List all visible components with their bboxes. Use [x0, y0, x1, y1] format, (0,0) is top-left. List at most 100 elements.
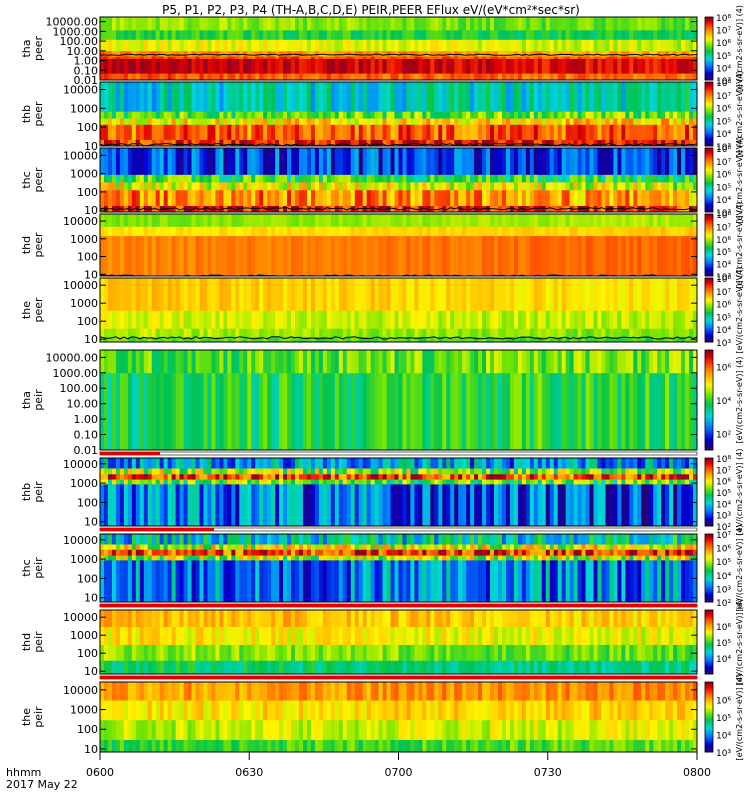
colorbar-tick-label: 10⁸	[716, 145, 731, 155]
spectrogram-cell	[291, 29, 296, 40]
spectrogram-cell	[677, 124, 682, 140]
spectrogram-cell	[442, 372, 447, 451]
spectrogram-cell	[247, 484, 252, 527]
spectrogram-cell	[151, 29, 157, 40]
spectrogram-cell	[625, 124, 630, 140]
spectrogram-cell	[581, 189, 586, 206]
spectrogram-cell	[111, 50, 117, 57]
spectrogram-cell	[529, 118, 535, 125]
spectrogram-cell	[131, 278, 137, 311]
spectrogram-cell	[322, 484, 328, 527]
spectrogram-cell	[259, 82, 264, 112]
spectrogram-cell	[107, 118, 113, 125]
spectrogram-cell	[505, 50, 511, 57]
spectrogram-cell	[271, 372, 276, 451]
spectrogram-cell	[326, 214, 332, 227]
spectrogram-cell	[410, 350, 415, 374]
colorbar-cell	[705, 271, 713, 274]
spectrogram-cell	[275, 468, 280, 475]
spectrogram-cell	[517, 336, 523, 343]
spectrogram-cell	[537, 458, 543, 469]
spectrogram-cell	[135, 226, 141, 237]
spectrogram-cell	[629, 124, 634, 140]
spectrogram-cell	[490, 56, 495, 59]
spectrogram-cell	[398, 372, 403, 451]
spectrogram-cell	[378, 205, 383, 213]
spectrogram-cell	[263, 181, 268, 191]
colorbar-cell	[705, 93, 713, 96]
spectrogram-cell	[322, 82, 328, 112]
spectrogram-cell	[673, 111, 678, 119]
spectrogram-cell	[458, 17, 463, 31]
spectrogram-cell	[422, 82, 427, 112]
spectrogram-cell	[601, 56, 606, 59]
spectrogram-cell	[430, 39, 435, 52]
spectrogram-cell	[545, 29, 551, 40]
spectrogram-cell	[561, 189, 567, 206]
spectrogram-cell	[529, 124, 535, 140]
spectrogram-cell	[239, 484, 244, 527]
spectrogram-cell	[275, 29, 280, 40]
spectrogram-cell	[100, 235, 105, 277]
spectrogram-cell	[466, 473, 471, 480]
spectrogram-cell	[187, 473, 192, 480]
colorbar-cell	[705, 154, 713, 157]
spectrogram-cell	[370, 328, 376, 337]
spectrogram-cell	[661, 124, 666, 140]
spectrogram-cell	[645, 278, 650, 311]
spectrogram-cell	[175, 50, 180, 57]
spectrogram-cell	[645, 139, 650, 147]
spectrogram-cell	[665, 214, 670, 227]
colorbar-cell	[705, 61, 713, 64]
spectrogram-cell	[115, 174, 121, 183]
spectrogram-cell	[669, 50, 674, 57]
spectrogram-cell	[390, 328, 395, 337]
spectrogram-cell	[155, 181, 161, 191]
spectrogram-cell	[247, 336, 252, 343]
spectrogram-cell	[163, 310, 169, 329]
spectrogram-cell	[299, 372, 304, 451]
spectrogram-cell	[593, 39, 598, 52]
colorbar-cell	[705, 78, 713, 81]
spectrogram-cell	[314, 214, 320, 227]
spectrogram-cell	[382, 278, 387, 311]
spectrogram-cell	[203, 118, 208, 125]
spectrogram-cell	[251, 17, 256, 31]
spectrogram-cell	[326, 29, 332, 40]
spectrogram-cell	[422, 372, 427, 451]
spectrogram-cell	[167, 73, 173, 81]
spectrogram-cell	[231, 336, 236, 343]
spectrogram-cell	[446, 479, 451, 485]
spectrogram-cell	[394, 29, 399, 40]
spectrogram-cell	[581, 82, 586, 112]
spectrogram-cell	[509, 56, 515, 59]
spectrogram-cell	[378, 189, 383, 206]
spectrogram-cell	[482, 56, 487, 59]
spectrogram-cell	[287, 328, 292, 337]
spectrogram-cell	[418, 458, 423, 469]
spectrogram-cell	[573, 278, 578, 311]
spectrogram-cell	[306, 458, 312, 469]
colorbar-label: [eV/(cm2-s-sr-eV)] (4)	[735, 5, 744, 92]
spectrogram-cell	[111, 278, 117, 311]
spectrogram-cell	[625, 278, 630, 311]
spectrogram-cell	[247, 82, 252, 112]
spectrogram-cell	[442, 148, 447, 175]
spectrogram-cell	[159, 235, 165, 277]
spectrogram-cell	[358, 58, 364, 74]
spectrogram-cell	[490, 235, 495, 277]
spectrogram-cell	[693, 350, 698, 374]
spectrogram-cell	[191, 124, 196, 140]
spectrogram-cell	[466, 214, 471, 227]
spectrogram-cell	[151, 111, 157, 119]
spectrogram-cell	[366, 17, 372, 31]
spectrogram-cell	[171, 189, 177, 206]
spectrogram-cell	[239, 50, 244, 57]
spectrogram-cell	[163, 58, 169, 74]
spectrogram-cell	[295, 174, 300, 183]
spectrogram-cell	[434, 310, 439, 329]
spectrogram-cell	[486, 205, 491, 213]
spectrogram-cell	[151, 39, 157, 52]
spectrogram-cell	[657, 58, 662, 74]
spectrogram-cell	[474, 235, 479, 277]
